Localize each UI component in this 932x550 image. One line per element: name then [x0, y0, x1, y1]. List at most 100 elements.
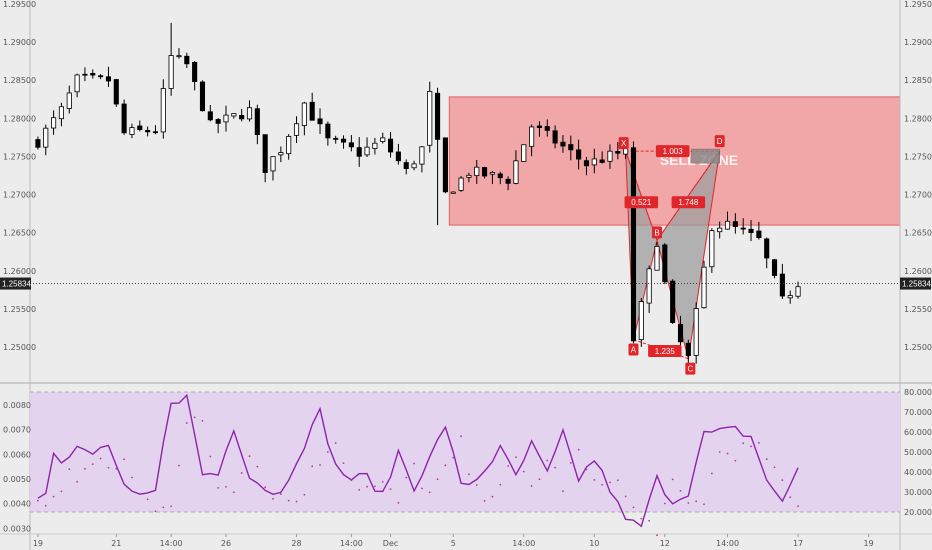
candle[interactable]	[693, 302, 699, 364]
candle[interactable]	[466, 172, 472, 183]
candle[interactable]	[505, 176, 511, 191]
candle[interactable]	[427, 81, 433, 153]
candle[interactable]	[51, 110, 57, 135]
candle[interactable]	[309, 92, 315, 121]
candle[interactable]	[199, 80, 206, 112]
candle[interactable]	[380, 132, 386, 144]
candle[interactable]	[474, 159, 480, 184]
candle[interactable]	[685, 339, 691, 364]
candle[interactable]	[717, 221, 723, 239]
candle[interactable]	[795, 281, 801, 299]
candle[interactable]	[105, 66, 112, 87]
pivot-label-a[interactable]: A	[628, 343, 639, 356]
candle[interactable]	[113, 78, 119, 107]
pivot-label-b[interactable]: B	[651, 226, 662, 239]
candle[interactable]	[654, 242, 660, 271]
candle[interactable]	[442, 137, 448, 194]
candle[interactable]	[129, 123, 135, 139]
candle[interactable]	[176, 48, 182, 59]
candle[interactable]	[293, 116, 300, 143]
candle[interactable]	[215, 118, 221, 134]
candle[interactable]	[137, 120, 143, 132]
candle[interactable]	[192, 61, 198, 91]
ratio-label[interactable]: 1.235	[648, 345, 682, 358]
candle[interactable]	[701, 260, 707, 309]
candle[interactable]	[560, 135, 566, 153]
candle[interactable]	[630, 141, 637, 344]
pivot-label-d[interactable]: D	[714, 135, 725, 148]
candle[interactable]	[748, 220, 754, 242]
candle[interactable]	[411, 160, 417, 171]
candle[interactable]	[372, 137, 378, 155]
candle[interactable]	[239, 108, 245, 122]
candle[interactable]	[270, 156, 276, 181]
candle[interactable]	[246, 100, 253, 122]
candle[interactable]	[145, 126, 151, 137]
candle[interactable]	[356, 137, 362, 167]
candle[interactable]	[98, 74, 104, 80]
candle[interactable]	[615, 142, 621, 160]
candle[interactable]	[254, 104, 260, 145]
candle[interactable]	[591, 148, 597, 174]
candle[interactable]	[458, 175, 464, 192]
candle[interactable]	[168, 22, 174, 96]
candle[interactable]	[435, 87, 441, 226]
candle[interactable]	[82, 67, 88, 82]
candle[interactable]	[787, 290, 793, 304]
candle[interactable]	[662, 243, 668, 285]
ratio-label[interactable]: 1.748	[671, 196, 706, 209]
candle[interactable]	[66, 85, 72, 114]
candle[interactable]	[670, 279, 676, 324]
candle[interactable]	[278, 146, 284, 163]
candle[interactable]	[395, 143, 401, 165]
candle[interactable]	[419, 146, 425, 173]
candle[interactable]	[74, 73, 80, 98]
candle[interactable]	[529, 124, 535, 157]
candle[interactable]	[231, 113, 237, 119]
candle[interactable]	[646, 265, 652, 313]
candle[interactable]	[223, 105, 229, 132]
candle[interactable]	[450, 191, 456, 194]
candle[interactable]	[325, 121, 331, 146]
candle[interactable]	[771, 258, 778, 279]
pivot-label-c[interactable]: C	[685, 362, 696, 375]
candle[interactable]	[764, 237, 770, 269]
pivot-label-x[interactable]: X	[618, 137, 629, 150]
candle[interactable]	[184, 52, 190, 68]
candle[interactable]	[709, 228, 715, 273]
candle[interactable]	[513, 150, 519, 185]
candle[interactable]	[207, 105, 213, 122]
candle[interactable]	[583, 157, 590, 176]
candle[interactable]	[387, 132, 394, 158]
candle[interactable]	[638, 298, 644, 347]
candle[interactable]	[724, 211, 731, 230]
candle[interactable]	[607, 144, 613, 169]
candle[interactable]	[544, 119, 550, 137]
candle[interactable]	[497, 171, 503, 185]
candle[interactable]	[262, 134, 268, 183]
candle[interactable]	[58, 102, 64, 127]
oscillator-line[interactable]	[37, 393, 799, 528]
candle[interactable]	[756, 221, 762, 240]
candle[interactable]	[286, 134, 292, 160]
ratio-label[interactable]: 0.521	[624, 196, 659, 209]
candle[interactable]	[740, 218, 746, 235]
candle[interactable]	[160, 79, 166, 139]
candle[interactable]	[317, 108, 323, 134]
ratio-label[interactable]: 1.003	[655, 145, 690, 158]
candle[interactable]	[779, 263, 785, 299]
candle[interactable]	[732, 213, 738, 234]
candle[interactable]	[43, 124, 49, 156]
candle[interactable]	[489, 170, 495, 185]
candle[interactable]	[333, 135, 339, 144]
candle[interactable]	[482, 166, 488, 179]
candle[interactable]	[576, 139, 582, 170]
candle[interactable]	[348, 135, 354, 152]
candle[interactable]	[403, 159, 409, 175]
candle[interactable]	[521, 144, 527, 162]
candle[interactable]	[121, 99, 127, 135]
candle[interactable]	[536, 121, 543, 137]
candle[interactable]	[364, 137, 370, 158]
candle[interactable]	[552, 125, 558, 149]
